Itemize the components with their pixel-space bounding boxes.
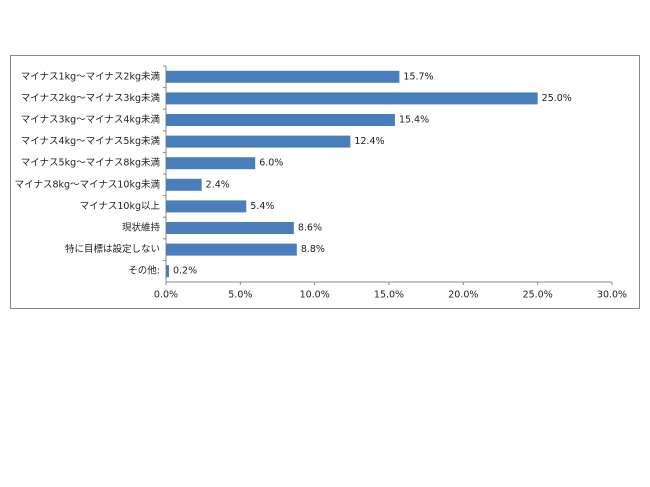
bar — [166, 114, 395, 126]
bar — [166, 92, 538, 105]
value-label: 15.7% — [403, 71, 433, 82]
y-tick-label: 特に目標は設定しない — [65, 243, 160, 255]
value-label: 25.0% — [542, 93, 572, 104]
y-tick-label: その他: — [128, 265, 160, 277]
value-label: 0.2% — [173, 266, 197, 277]
bar — [166, 243, 297, 256]
x-tick-label: 5.0% — [228, 290, 252, 301]
y-tick-label: マイナス2kg～マイナス3kg未満 — [21, 92, 161, 104]
value-label: 8.8% — [301, 244, 325, 255]
y-tick-label: マイナス10kg以上 — [80, 201, 161, 212]
x-tick-label: 30.0% — [597, 290, 627, 301]
x-tick-label: 0.0% — [154, 290, 178, 301]
value-label: 15.4% — [399, 115, 429, 126]
y-tick-label: マイナス8kg～マイナス10kg未満 — [15, 178, 161, 190]
bar — [166, 178, 202, 191]
x-tick-label: 10.0% — [300, 290, 330, 301]
x-tick-label: 15.0% — [374, 290, 404, 301]
y-tick-label: 現状維持 — [122, 222, 161, 234]
y-tick-label: マイナス5kg～マイナス8kg未満 — [21, 157, 161, 169]
value-label: 2.4% — [206, 179, 230, 190]
value-label: 8.6% — [298, 223, 322, 234]
bar — [166, 265, 169, 278]
y-tick-label: マイナス3kg～マイナス4kg未満 — [21, 114, 161, 126]
value-label: 5.4% — [250, 201, 274, 212]
bar — [166, 70, 400, 83]
y-tick-label: マイナス1kg～マイナス2kg未満 — [21, 70, 161, 82]
bar — [166, 135, 351, 148]
x-tick-label: 20.0% — [448, 290, 478, 301]
value-label: 6.0% — [259, 158, 283, 169]
value-label: 12.4% — [354, 136, 384, 147]
bar — [166, 157, 256, 170]
y-tick-label: マイナス4kg～マイナス5kg未満 — [21, 135, 161, 147]
bar — [166, 222, 294, 234]
bar — [166, 200, 247, 213]
x-tick-label: 25.0% — [523, 290, 553, 301]
